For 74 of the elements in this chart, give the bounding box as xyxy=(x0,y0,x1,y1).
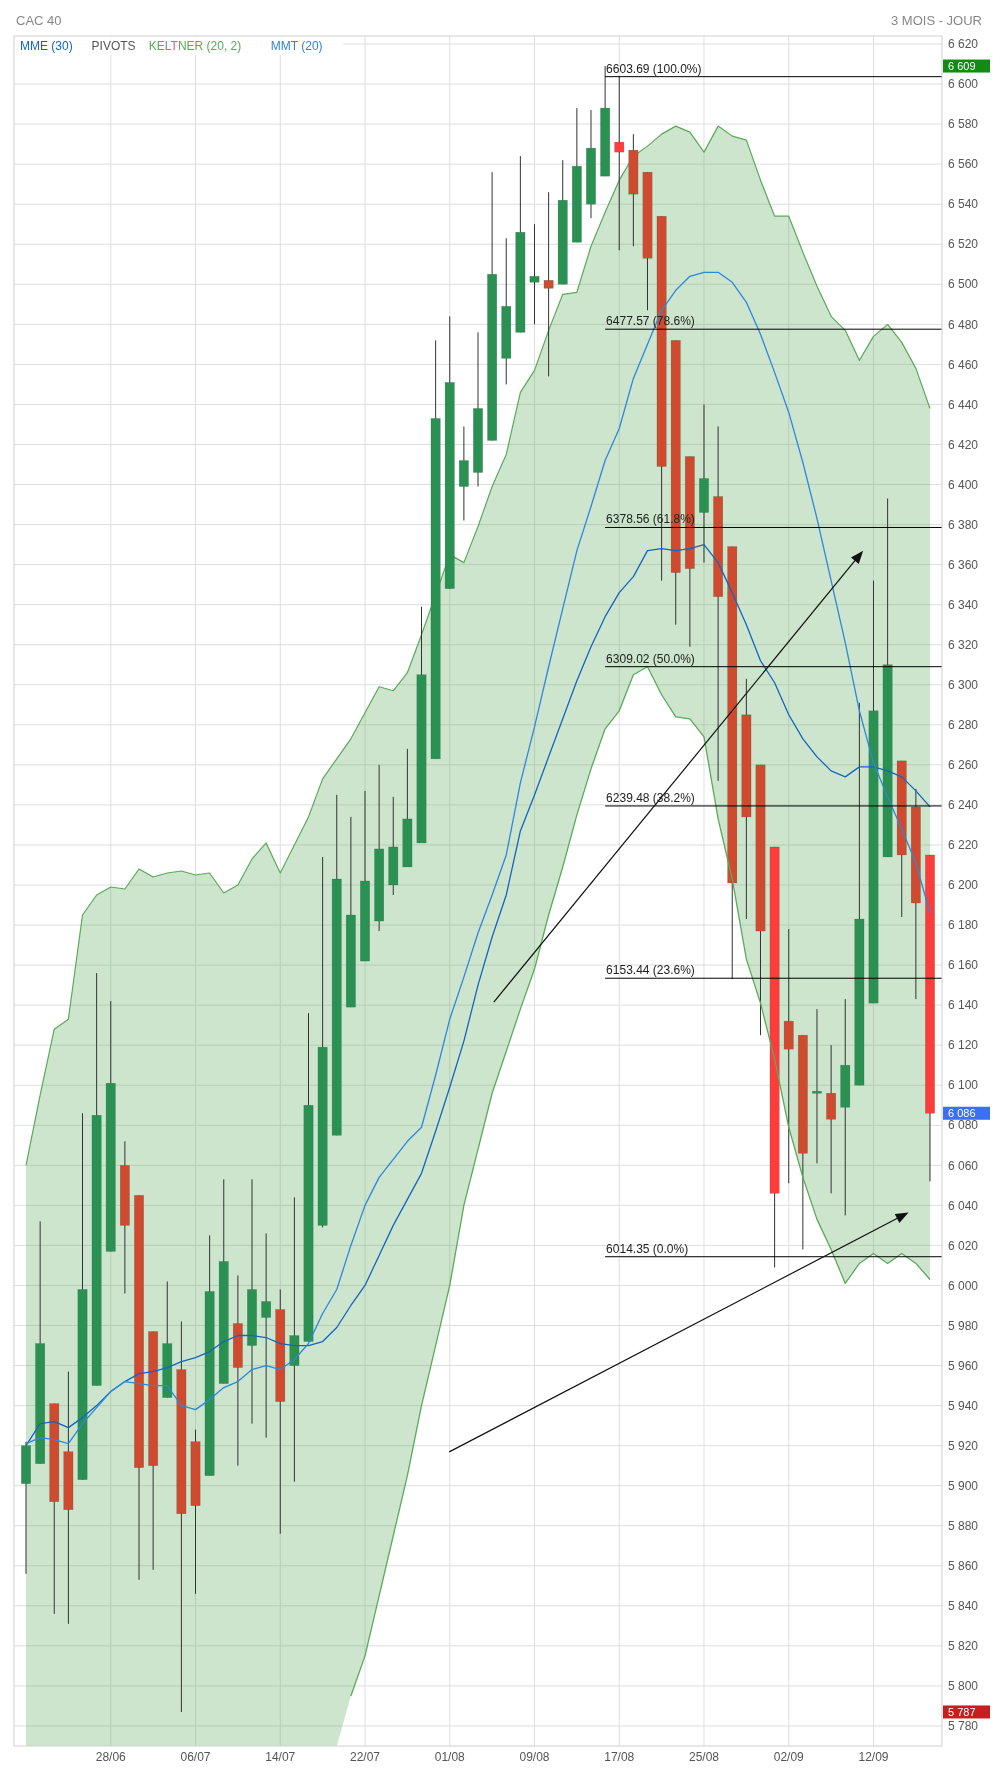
chart-title: CAC 40 xyxy=(16,13,62,28)
y-tick-label: 6 560 xyxy=(948,157,979,172)
ref-line-label: 6603.69 (100.0%) xyxy=(606,61,702,76)
x-tick-label: 25/08 xyxy=(688,1750,720,1764)
y-tick-label: 6 420 xyxy=(948,437,979,452)
annotation: PIVOTS xyxy=(91,39,136,53)
x-tick-label: 09/08 xyxy=(519,1750,550,1764)
y-tick-label: 6 260 xyxy=(948,758,979,773)
y-tick-label: 5 940 xyxy=(948,1398,979,1413)
line-series xyxy=(350,666,931,1697)
y-tick-label: 6 240 xyxy=(948,798,979,813)
y-tick-label: 6 520 xyxy=(948,237,979,252)
y-tick-label: 5 800 xyxy=(948,1679,979,1694)
y-tick-label: 6 460 xyxy=(948,357,979,372)
text: MMT (20) xyxy=(270,39,323,53)
y-tick-label: 5 860 xyxy=(948,1558,979,1573)
y-tick-label: 6 140 xyxy=(948,998,979,1013)
text: 5 787 xyxy=(948,1705,976,1718)
y-tick-label: 6 340 xyxy=(948,597,979,612)
y-tick-label: 5 980 xyxy=(948,1318,979,1333)
y-tick-label: 6 400 xyxy=(948,477,979,492)
chart-subtitle: 3 MOIS - JOUR xyxy=(890,13,982,28)
y-tick-label: 5 820 xyxy=(948,1639,979,1654)
text: 6 609 xyxy=(948,59,976,72)
candlestick xyxy=(289,1196,300,1483)
y-tick-label: 6 320 xyxy=(948,637,979,652)
y-tick-label: 6 300 xyxy=(948,677,979,692)
text: 6 086 xyxy=(948,1107,976,1120)
y-tick-label: 6 540 xyxy=(948,197,979,212)
y-tick-label: 5 900 xyxy=(948,1478,979,1493)
candlestick xyxy=(529,223,540,325)
y-tick-label: 6 500 xyxy=(948,277,979,292)
y-tick-label: 6 060 xyxy=(948,1158,979,1173)
x-tick-label: 01/08 xyxy=(434,1750,466,1764)
y-tick-label: 5 880 xyxy=(948,1518,979,1533)
y-tick-label: 6 120 xyxy=(948,1038,979,1053)
y-tick-label: 6 180 xyxy=(948,918,979,933)
y-tick-label: 6 600 xyxy=(948,77,979,92)
y-tick-label: 6 440 xyxy=(948,397,979,412)
y-tick-label: 6 080 xyxy=(948,1118,979,1133)
y-tick-label: 6 380 xyxy=(948,517,979,532)
y-tick-label: 6 580 xyxy=(948,117,979,132)
x-tick-label: 14/07 xyxy=(265,1750,296,1764)
x-tick-label: 22/07 xyxy=(349,1750,381,1764)
y-tick-label: 6 160 xyxy=(948,958,979,973)
y-tick-label: 6 000 xyxy=(948,1278,979,1293)
text: KELTNER (20, 2) xyxy=(148,39,242,53)
x-tick-label: 02/09 xyxy=(773,1750,805,1764)
y-tick-label: 5 920 xyxy=(948,1438,979,1453)
candlestick xyxy=(543,191,554,377)
candlestick xyxy=(812,1008,822,1164)
y-tick-label: 6 280 xyxy=(948,718,979,733)
ref-line-label: 6153.44 (23.6%) xyxy=(606,963,695,978)
candlestick xyxy=(614,75,625,251)
y-tick-label: 6 020 xyxy=(948,1238,979,1253)
ref-line-label: 6014.35 (0.0%) xyxy=(606,1241,689,1256)
y-tick-label: 5 960 xyxy=(948,1358,979,1373)
x-tick-label: 17/08 xyxy=(604,1750,635,1764)
y-tick-label: 6 040 xyxy=(948,1198,979,1213)
text: MME (30) xyxy=(20,39,73,53)
y-tick-label: 6 220 xyxy=(948,838,979,853)
x-tick-label: 12/09 xyxy=(858,1750,889,1764)
x-tick-label: 06/07 xyxy=(180,1750,211,1764)
x-tick-label: 28/06 xyxy=(95,1750,127,1764)
y-tick-label: 6 200 xyxy=(948,878,979,893)
y-tick-label: 6 620 xyxy=(948,37,979,52)
ref-line-label: 6309.02 (50.0%) xyxy=(606,651,695,666)
y-tick-label: 5 840 xyxy=(948,1599,979,1614)
y-tick-label: 6 360 xyxy=(948,557,979,572)
candlestick xyxy=(783,928,794,1184)
candlestick xyxy=(261,1232,272,1439)
y-tick-label: 5 780 xyxy=(948,1719,979,1734)
y-tick-label: 6 480 xyxy=(948,317,979,332)
y-tick-label: 6 100 xyxy=(948,1078,979,1093)
